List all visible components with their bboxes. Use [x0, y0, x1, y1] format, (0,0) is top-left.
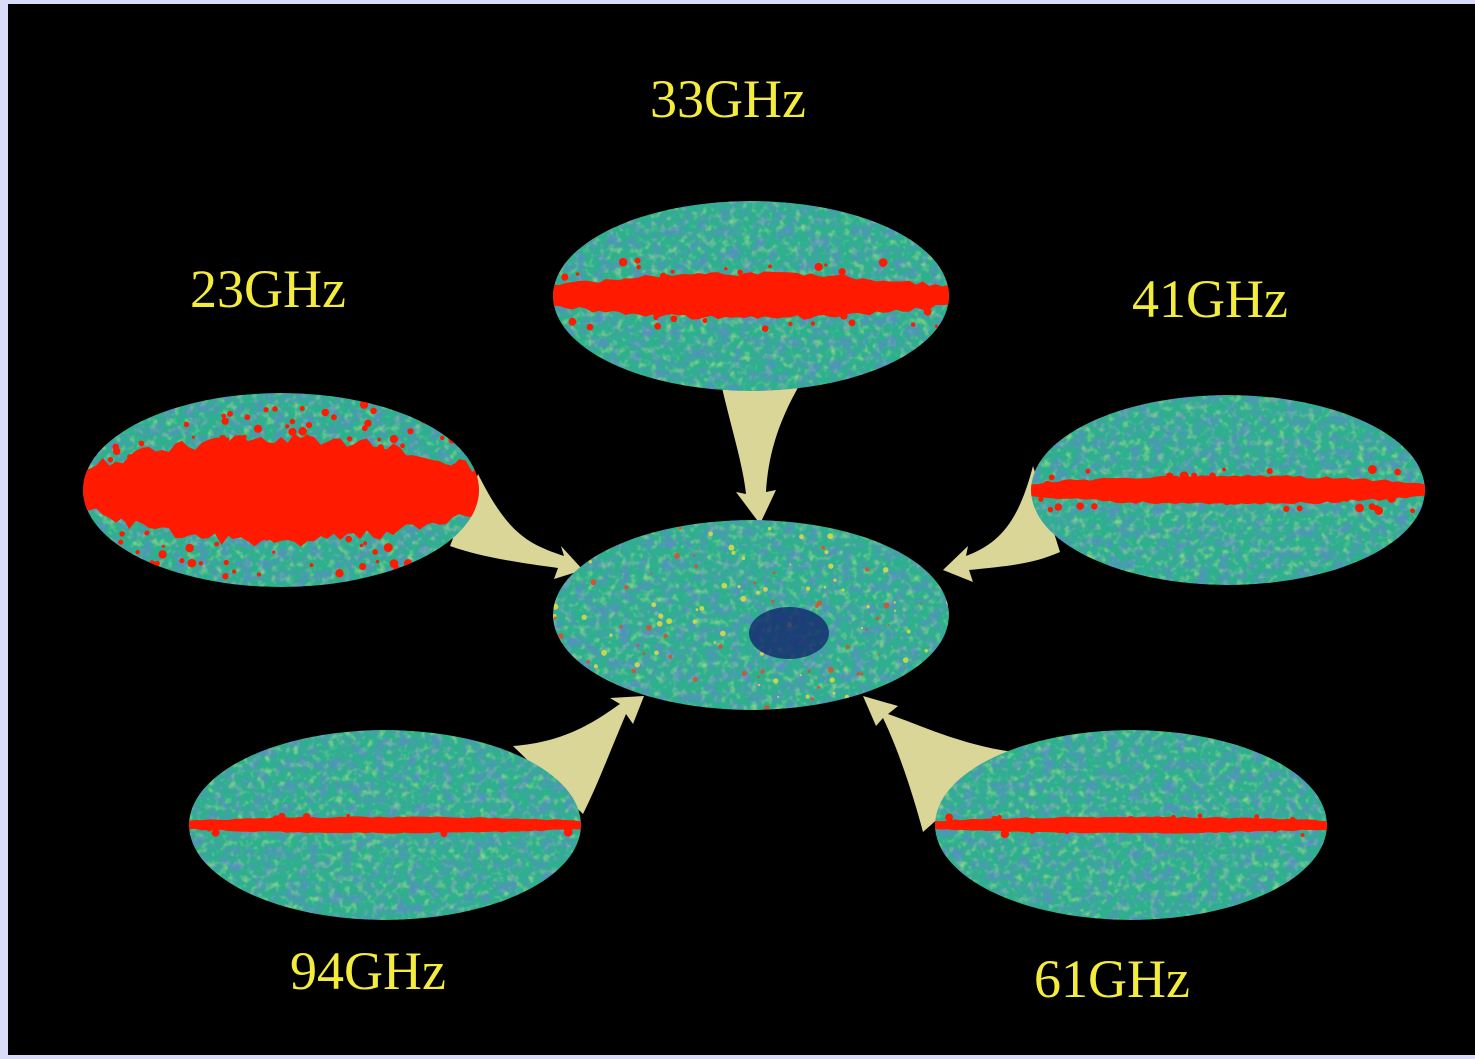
label-61ghz: 61GHz [1034, 949, 1190, 1009]
maps-group [83, 201, 1425, 920]
arrow-from-94ghz [513, 696, 644, 814]
sky-maps-diagram [83, 201, 1425, 920]
arrow-from-61ghz [863, 696, 1013, 832]
arrow-from-33ghz [720, 379, 803, 524]
label-41ghz: 41GHz [1132, 269, 1288, 329]
sky-map-94ghz [189, 730, 581, 920]
label-23ghz: 23GHz [190, 259, 346, 319]
label-94ghz: 94GHz [290, 941, 446, 1001]
arrows-group [450, 379, 1060, 832]
sky-map-33ghz [553, 201, 949, 391]
sky-map-41ghz [1031, 395, 1425, 585]
arrow-from-41ghz [943, 466, 1060, 582]
arrow-from-23ghz [450, 474, 583, 579]
sky-map-61ghz [935, 730, 1327, 920]
diagram-panel: 33GHz 23GHz 41GHz 94GHz 61GHz [8, 4, 1475, 1055]
sky-map-23ghz [83, 393, 479, 587]
sky-map-combined [553, 520, 949, 710]
label-33ghz: 33GHz [650, 69, 806, 129]
